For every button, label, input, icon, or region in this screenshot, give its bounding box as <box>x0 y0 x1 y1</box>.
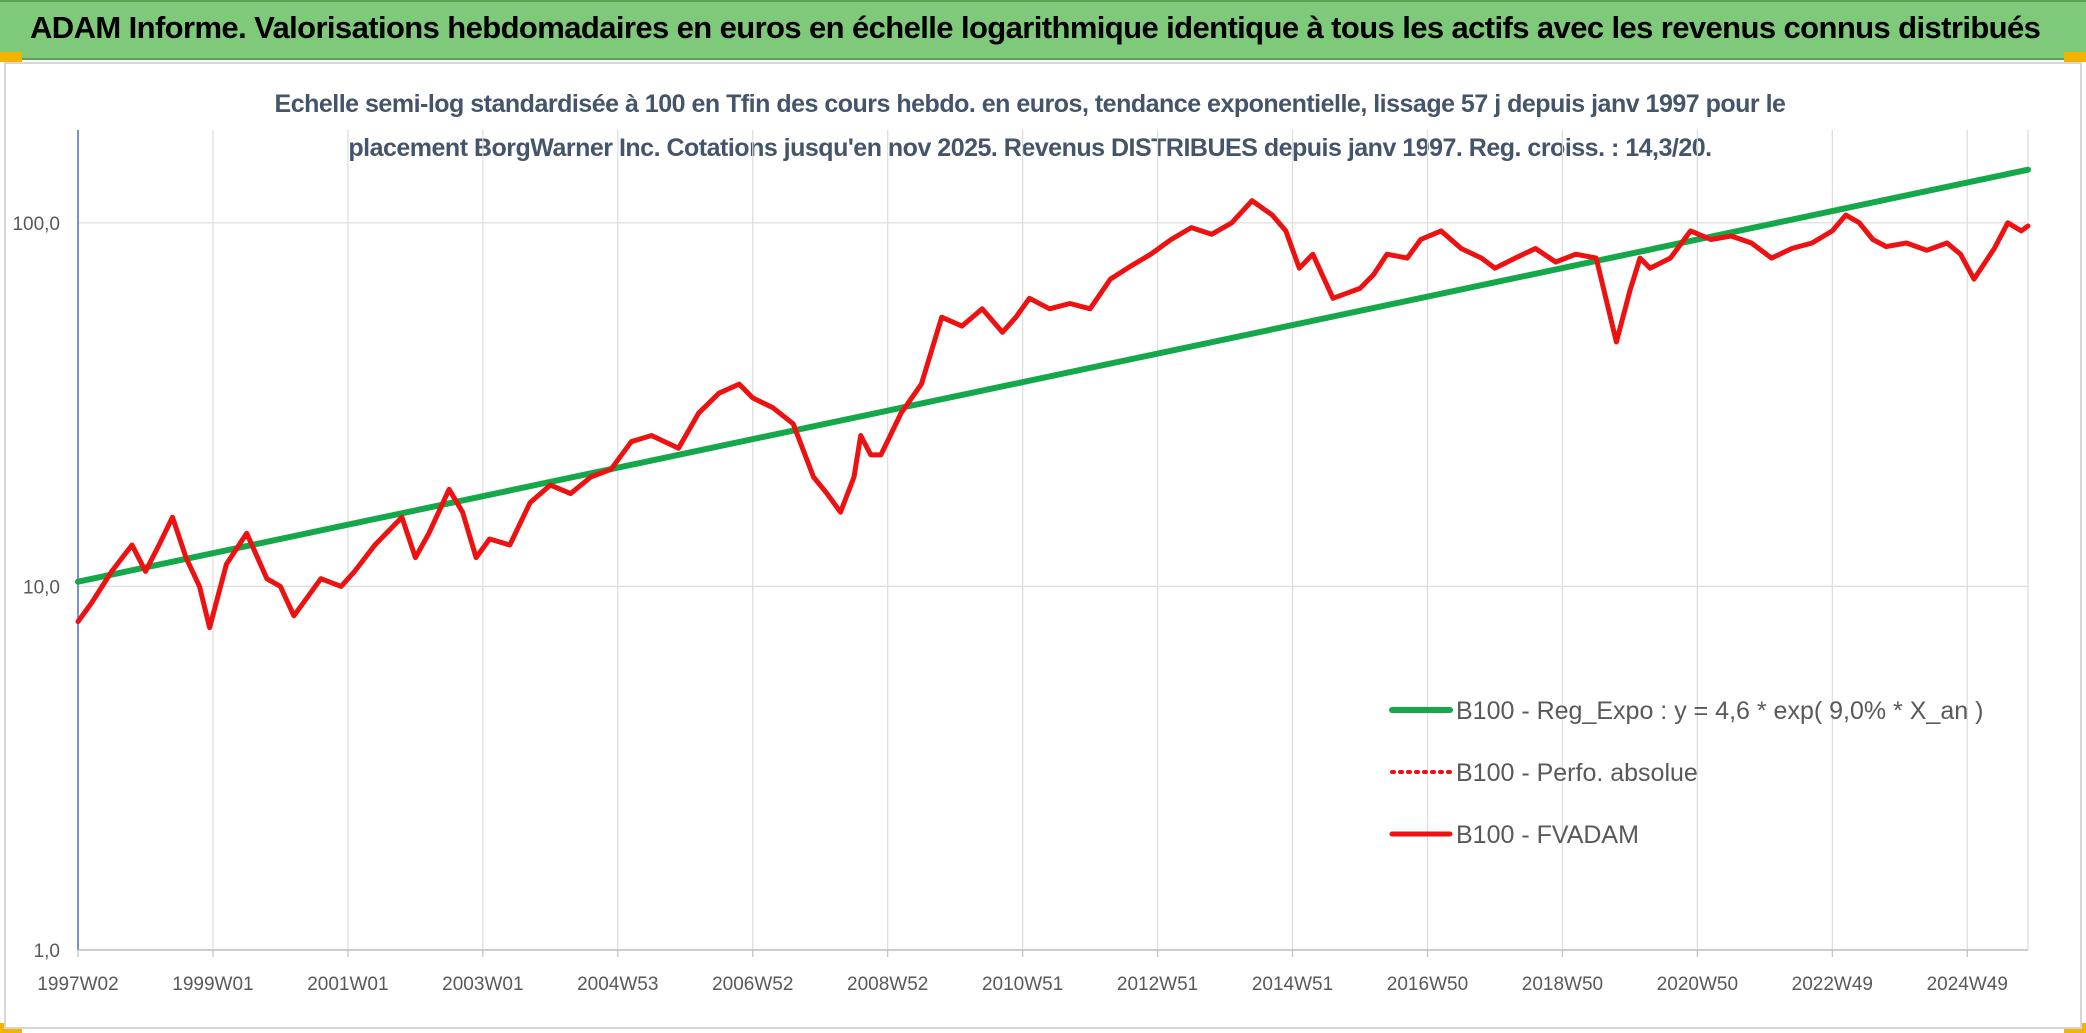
x-tick-label: 2012W51 <box>1117 974 1198 995</box>
x-tick-label: 1997W02 <box>37 974 118 995</box>
x-tick-label: 2008W52 <box>847 974 928 995</box>
y-tick-label: 100,0 <box>12 214 60 235</box>
x-tick-label: 2024W49 <box>1927 974 2008 995</box>
legend: B100 - Reg_Expo : y = 4,6 * exp( 9,0% * … <box>1389 697 1983 849</box>
x-tick-label: 2006W52 <box>712 974 793 995</box>
series-line-0 <box>75 166 2031 585</box>
corner-marker-right <box>2064 52 2086 62</box>
header-banner: ADAM Informe. Valorisations hebdomadaire… <box>0 0 2086 60</box>
chart-title-line-2: placement BorgWarner Inc. Cotations jusq… <box>348 134 1712 162</box>
x-tick-label: 2001W01 <box>307 974 388 995</box>
grid-lines <box>78 130 2029 951</box>
axes <box>77 130 2028 957</box>
x-tick-label: 2004W53 <box>577 974 658 995</box>
series-line-2 <box>75 198 2031 631</box>
series-lines <box>75 166 2031 631</box>
chart-title-line-1: Echelle semi-log standardisée à 100 en T… <box>274 90 1786 118</box>
y-tick-label: 10,0 <box>23 577 60 598</box>
x-tick-label: 2022W49 <box>1792 974 1873 995</box>
x-tick-label: 2014W51 <box>1252 974 1333 995</box>
x-tick-label: 2020W50 <box>1657 974 1738 995</box>
x-tick-label: 2018W50 <box>1522 974 1603 995</box>
legend-label: B100 - Reg_Expo : y = 4,6 * exp( 9,0% * … <box>1456 697 1983 725</box>
x-tick-label: 2003W01 <box>442 974 523 995</box>
x-tick-label: 1999W01 <box>172 974 253 995</box>
report-title: ADAM Informe. Valorisations hebdomadaire… <box>30 10 2041 45</box>
x-tick-label: 2010W51 <box>982 974 1063 995</box>
tick-labels: 1997W02 1999W01 2001W01 2003W01 2004W53 2006W… <box>12 214 2007 995</box>
legend-label: B100 - FVADAM <box>1456 821 1639 849</box>
x-tick-label: 2016W50 <box>1387 974 1468 995</box>
y-tick-label: 1,0 <box>34 941 60 962</box>
legend-label: B100 - Perfo. absolue <box>1456 759 1698 787</box>
corner-marker-left <box>0 52 22 62</box>
